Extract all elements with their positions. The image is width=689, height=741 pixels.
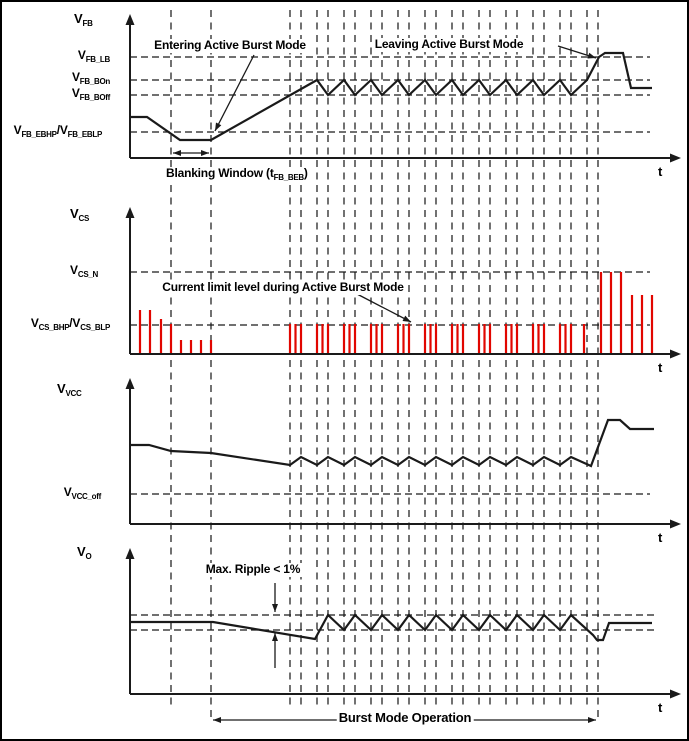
burst-mode-operation-label: Burst Mode Operation	[336, 710, 474, 726]
ripple-lower-arrow	[272, 633, 278, 668]
vvcc-axes	[125, 378, 681, 529]
current-limit-label: Current limit level during Active Burst …	[160, 280, 406, 295]
vvcc-off-label: VVCC_off	[63, 485, 102, 501]
gridlines-layer	[170, 10, 599, 717]
vo-t-axis-label: t	[658, 700, 663, 715]
entering-burst-label: Entering Active Burst Mode	[152, 38, 308, 53]
vo-axes	[125, 548, 681, 699]
leaving-burst-arrow	[557, 45, 597, 59]
waveforms-layer	[130, 51, 654, 642]
vfb-ebhp-eblp-label: VFB_EBHP/VFB_EBLP	[13, 123, 103, 139]
vcs-bhp-blp-label: VCS_BHP/VCS_BLP	[30, 316, 110, 332]
vo-waveform	[130, 613, 652, 642]
vvcc-t-axis-label: t	[658, 530, 663, 545]
vvcc-axis-label: VVCC	[57, 381, 82, 398]
axes-layer	[125, 14, 681, 699]
vcs-t-axis-label: t	[658, 360, 663, 375]
vfb-lb-label: VFB_LB	[77, 48, 110, 64]
vfb-bon-label: VFB_BOn	[71, 70, 110, 86]
blanking-window-arrow	[173, 150, 209, 156]
vfb-t-axis-label: t	[658, 164, 663, 179]
vfb-axis-label: VFB	[74, 11, 93, 28]
entering-burst-arrow	[214, 54, 255, 132]
vfb-waveform	[130, 51, 652, 142]
vcs-axis-label: VCS	[70, 206, 89, 223]
current-limit-arrow	[356, 293, 412, 323]
ripple-upper-arrow	[272, 583, 278, 612]
levels-layer	[130, 56, 658, 631]
vcs-axes	[125, 207, 681, 359]
vfb-boff-label: VFB_BOff	[71, 86, 110, 102]
blanking-window-label: Blanking Window (tFB_BEB)	[164, 166, 310, 182]
vfb-axes	[125, 14, 681, 163]
vo-axis-label: VO	[77, 544, 92, 561]
max-ripple-label: Max. Ripple < 1%	[203, 562, 303, 577]
vvcc-waveform	[130, 418, 654, 468]
leaving-burst-label: Leaving Active Burst Mode	[372, 37, 526, 52]
vcs-n-label: VCS_N	[70, 263, 98, 279]
vcs-current-pulses	[138, 272, 654, 353]
